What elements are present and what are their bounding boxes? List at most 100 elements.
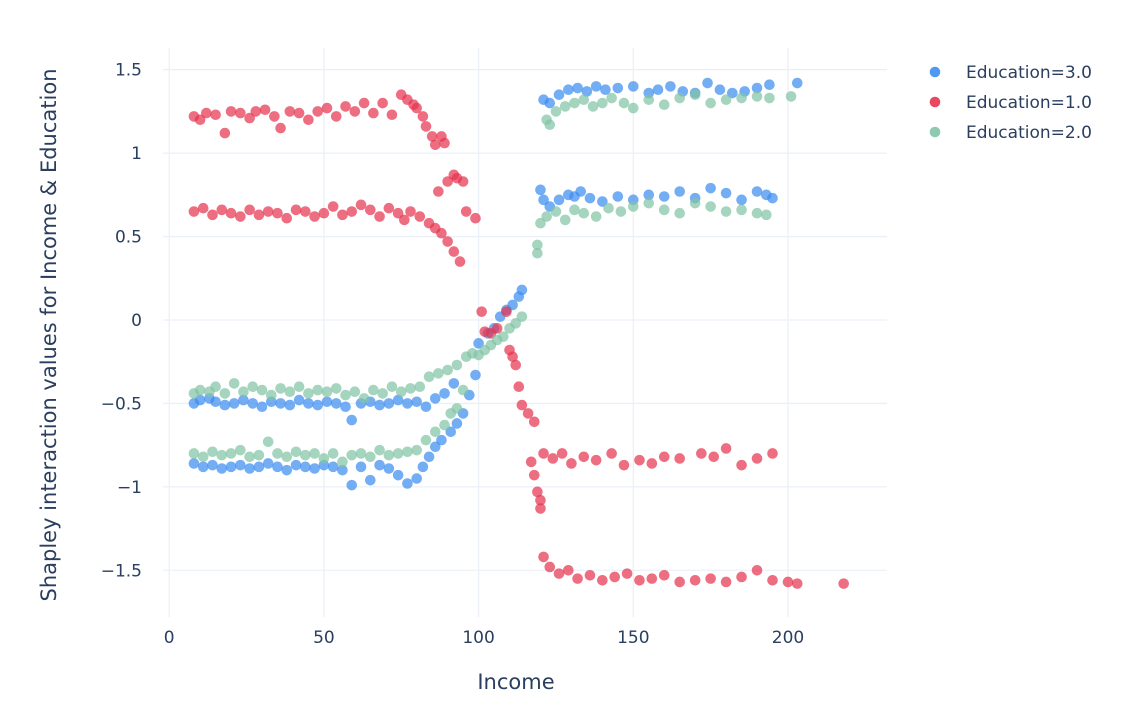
data-point: [522, 408, 534, 419]
data-point: [346, 449, 358, 461]
data-point: [417, 111, 429, 122]
y-tick-label: −1: [117, 478, 142, 498]
data-point: [405, 206, 416, 217]
series-1: [188, 77, 803, 491]
data-point: [547, 453, 559, 464]
data-point: [247, 398, 259, 409]
data-point: [300, 206, 311, 217]
data-point: [395, 386, 407, 398]
data-point: [581, 86, 593, 97]
data-point: [652, 84, 664, 96]
data-point: [364, 451, 376, 463]
data-point: [553, 568, 565, 579]
data-point: [473, 338, 484, 349]
data-point: [761, 209, 772, 221]
data-point: [751, 453, 763, 464]
data-point: [318, 453, 330, 464]
data-point: [272, 448, 283, 459]
data-point: [265, 389, 277, 401]
data-point: [321, 396, 333, 408]
data-point: [402, 446, 413, 458]
data-point: [451, 359, 463, 371]
data-point: [578, 451, 590, 463]
data-point: [535, 217, 546, 229]
data-point: [674, 576, 686, 588]
data-point: [501, 306, 512, 317]
data-point: [751, 186, 763, 197]
data-point: [383, 463, 395, 474]
legend-item[interactable]: Education=3.0: [929, 63, 1092, 83]
data-point: [535, 184, 546, 196]
data-point: [188, 458, 200, 469]
data-point: [708, 451, 720, 463]
data-point: [269, 111, 280, 122]
data-point: [368, 384, 379, 396]
data-point: [330, 383, 342, 394]
data-point: [309, 211, 320, 222]
data-point: [457, 384, 469, 396]
data-point: [442, 176, 453, 187]
data-point: [597, 97, 608, 109]
data-point: [355, 461, 367, 473]
x-tick-label: 0: [164, 628, 175, 648]
data-point: [696, 448, 707, 459]
data-point: [736, 459, 747, 471]
data-point: [374, 399, 385, 411]
data-point: [498, 331, 509, 342]
data-point: [559, 101, 571, 112]
data-point: [720, 187, 732, 199]
data-point: [590, 81, 602, 92]
data-point: [290, 459, 302, 471]
data-point: [516, 284, 528, 296]
data-point: [426, 131, 438, 142]
data-point: [658, 569, 670, 581]
data-point: [374, 444, 385, 456]
data-point: [702, 77, 713, 89]
data-point: [433, 368, 444, 379]
data-point: [720, 94, 732, 106]
data-point: [550, 206, 562, 217]
series-2: [188, 89, 849, 589]
data-points: [188, 77, 849, 589]
data-point: [720, 206, 732, 217]
data-point: [658, 451, 670, 463]
data-point: [197, 202, 209, 214]
data-point: [346, 479, 358, 491]
data-point: [705, 573, 716, 584]
data-point: [284, 106, 296, 117]
data-point: [618, 459, 630, 471]
data-point: [674, 207, 686, 219]
data-point: [420, 401, 432, 413]
data-point: [550, 106, 562, 117]
data-point: [423, 451, 435, 463]
data-point: [355, 448, 367, 459]
data-point: [767, 574, 778, 586]
data-point: [402, 478, 413, 489]
data-point: [244, 112, 255, 124]
data-point: [674, 186, 686, 197]
data-point: [392, 207, 404, 219]
data-point: [433, 186, 444, 197]
data-point: [634, 454, 645, 466]
data-point: [219, 388, 231, 399]
data-point: [538, 194, 549, 206]
data-point: [439, 419, 450, 431]
data-point: [559, 214, 571, 226]
data-point: [612, 82, 624, 94]
data-point: [429, 441, 441, 453]
data-point: [225, 448, 237, 459]
data-point: [705, 201, 716, 212]
legend: Education=3.0 Education=1.0 Education=2.0: [929, 63, 1092, 143]
data-point: [782, 576, 794, 588]
data-point: [507, 299, 518, 311]
data-point: [194, 114, 206, 126]
data-point: [646, 573, 658, 584]
legend-item[interactable]: Education=1.0: [929, 93, 1092, 113]
data-point: [197, 451, 209, 463]
data-point: [689, 574, 701, 586]
data-point: [736, 204, 747, 216]
data-point: [507, 351, 518, 362]
y-tick-label: 0: [131, 311, 142, 331]
legend-item[interactable]: Education=2.0: [929, 123, 1092, 143]
